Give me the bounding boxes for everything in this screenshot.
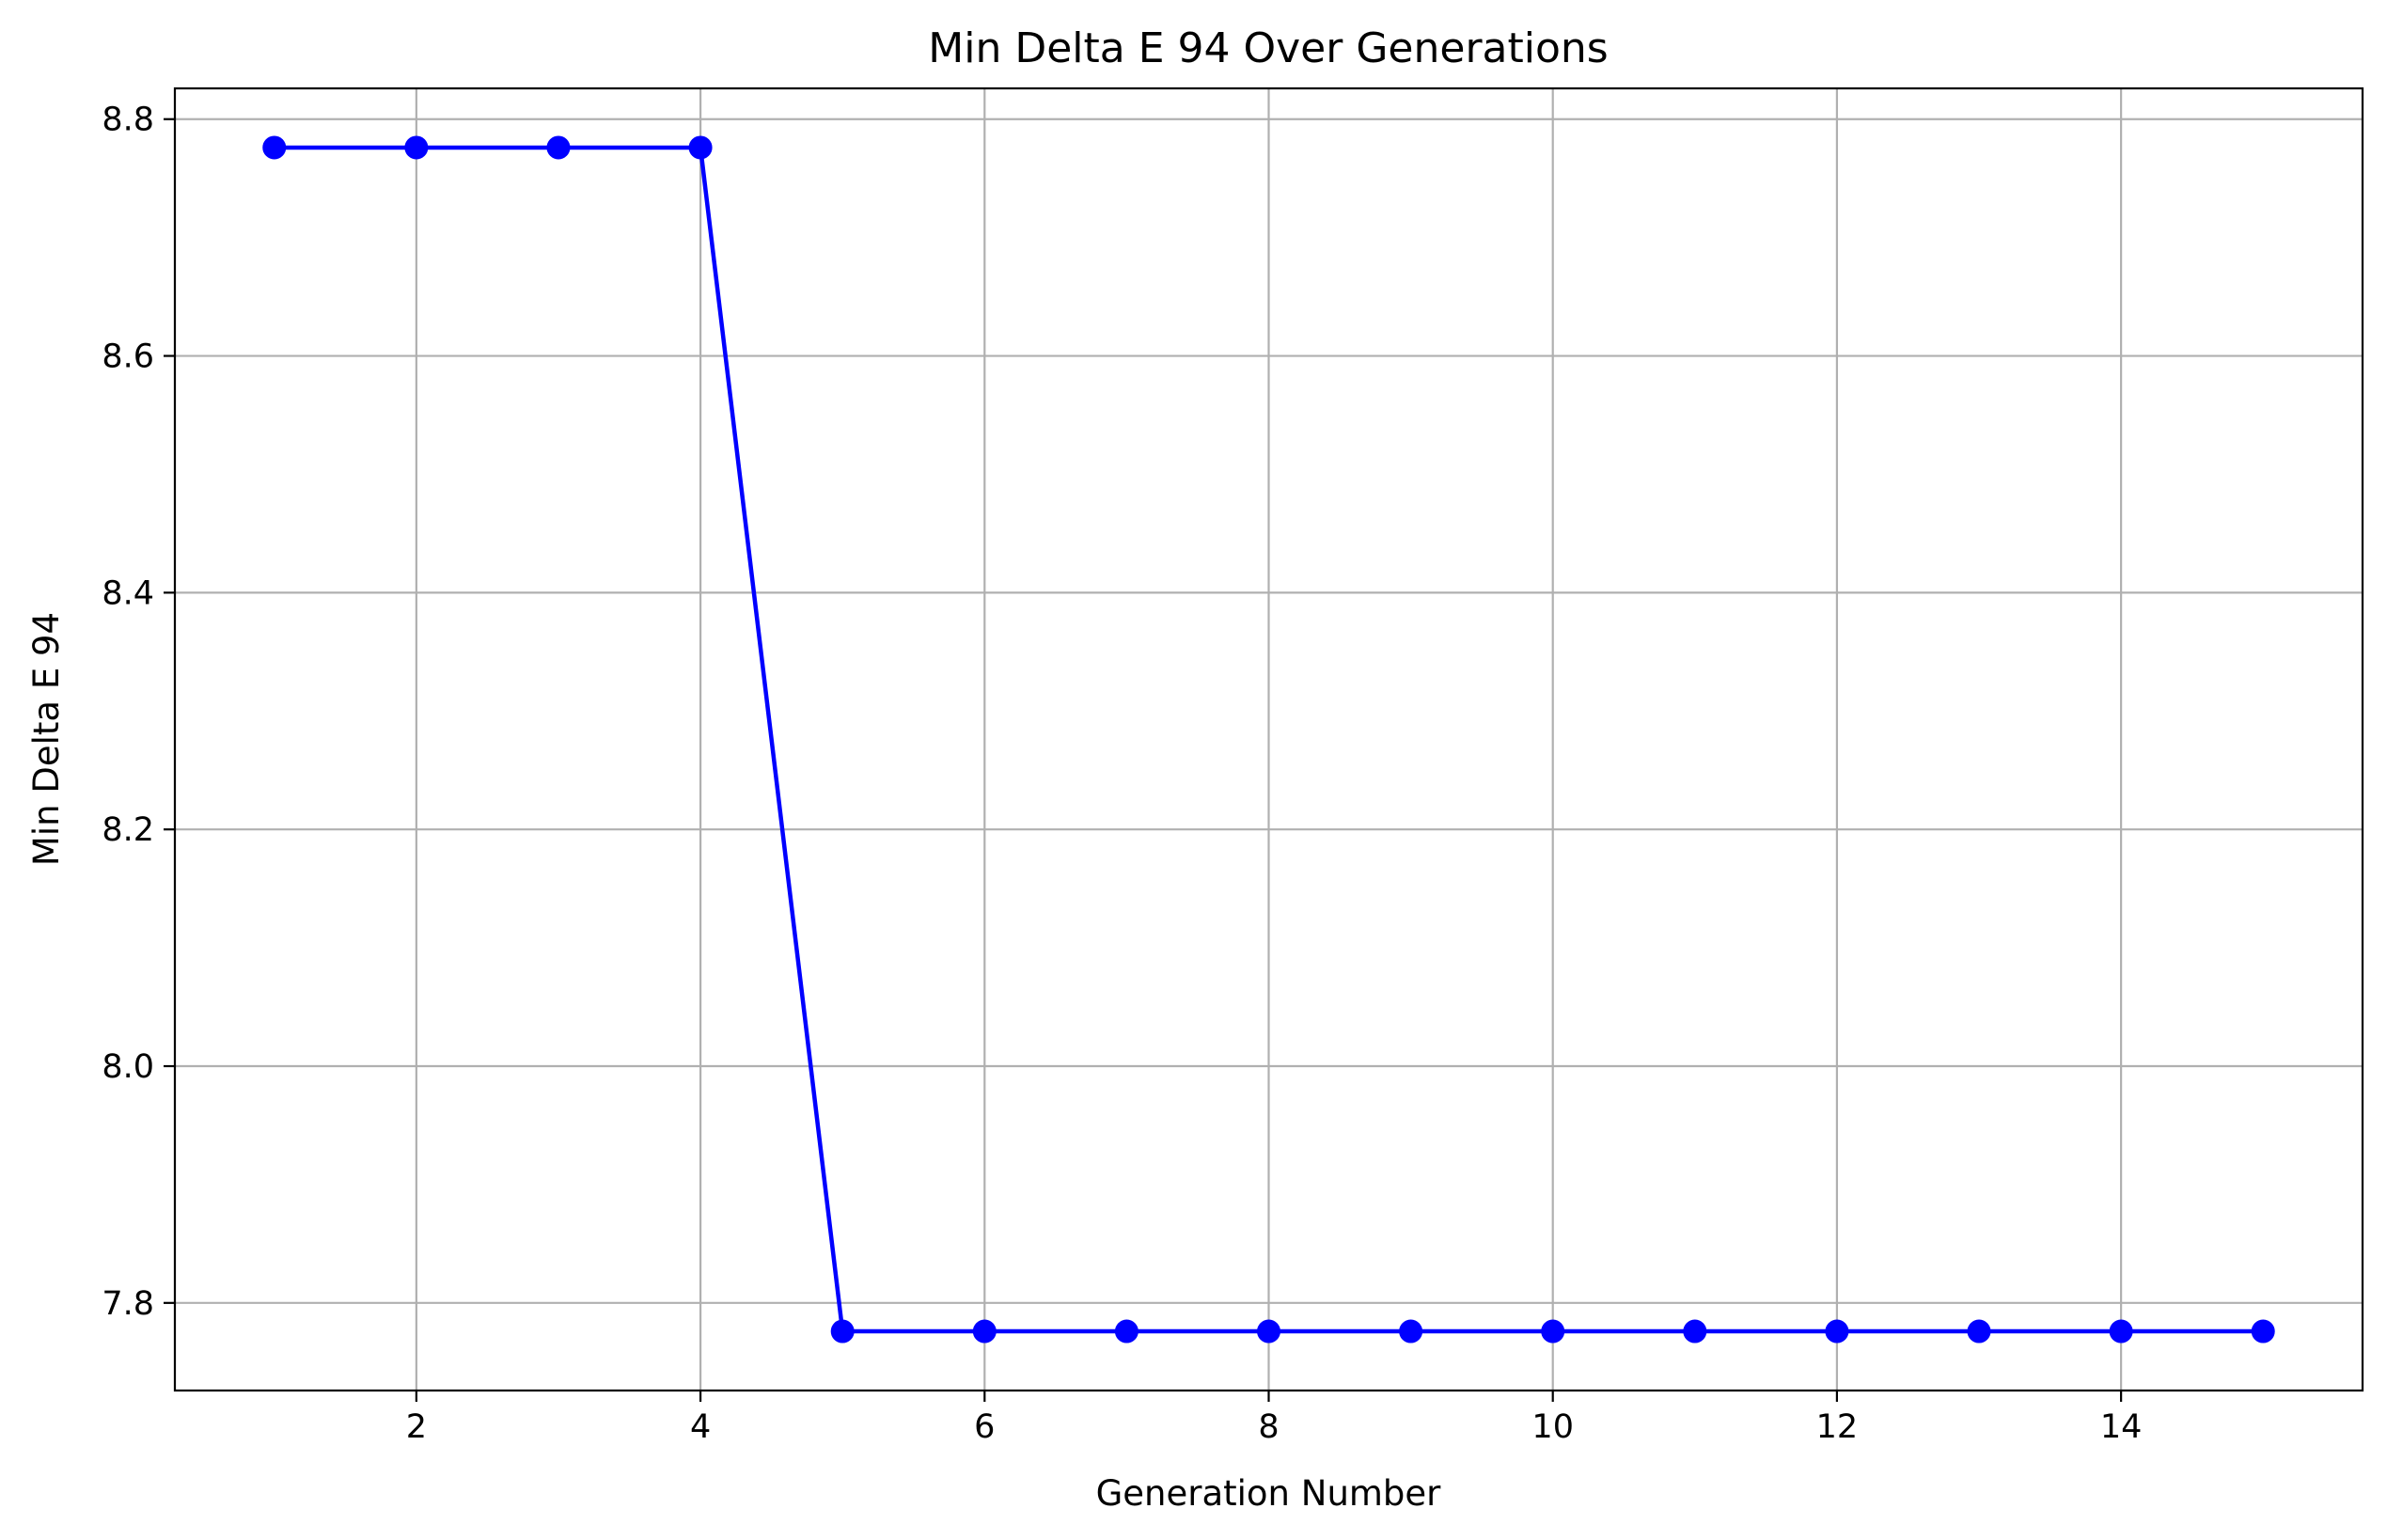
x-tick-label: 10 bbox=[1531, 1408, 1574, 1446]
x-tick-label: 14 bbox=[2100, 1408, 2143, 1446]
data-point bbox=[404, 135, 429, 160]
y-tick-label: 8.4 bbox=[102, 574, 154, 612]
data-point bbox=[1967, 1319, 1991, 1344]
data-point bbox=[1683, 1319, 1707, 1344]
data-point bbox=[972, 1319, 997, 1344]
chart-title: Min Delta E 94 Over Generations bbox=[928, 24, 1608, 72]
y-tick-label: 8.8 bbox=[102, 102, 154, 139]
data-point bbox=[262, 135, 287, 160]
x-tick-label: 12 bbox=[1816, 1408, 1859, 1446]
x-tick-label: 2 bbox=[406, 1408, 427, 1446]
data-point bbox=[2109, 1319, 2133, 1344]
axis-ticks: 2 4 6 8 10 12 14 7.8 8.0 8.2 8.4 8.6 8.8 bbox=[102, 102, 2142, 1446]
y-tick-label: 7.8 bbox=[102, 1285, 154, 1323]
x-tick-label: 6 bbox=[974, 1408, 995, 1446]
x-tick-label: 8 bbox=[1258, 1408, 1279, 1446]
y-axis-label: Min Delta E 94 bbox=[26, 612, 67, 866]
data-point bbox=[1114, 1319, 1139, 1344]
data-point bbox=[1825, 1319, 1849, 1344]
data-point bbox=[1399, 1319, 1423, 1344]
series-layer bbox=[262, 135, 2275, 1344]
data-point bbox=[1541, 1319, 1565, 1344]
data-point bbox=[830, 1319, 855, 1344]
data-point bbox=[1257, 1319, 1280, 1344]
x-tick-label: 4 bbox=[690, 1408, 711, 1446]
data-point bbox=[2251, 1319, 2275, 1344]
y-tick-label: 8.2 bbox=[102, 811, 154, 849]
x-axis-label: Generation Number bbox=[1096, 1473, 1442, 1514]
data-point bbox=[546, 135, 571, 160]
y-tick-label: 8.0 bbox=[102, 1048, 154, 1086]
data-point bbox=[688, 135, 713, 160]
grid bbox=[175, 88, 2363, 1391]
y-tick-label: 8.6 bbox=[102, 338, 154, 376]
